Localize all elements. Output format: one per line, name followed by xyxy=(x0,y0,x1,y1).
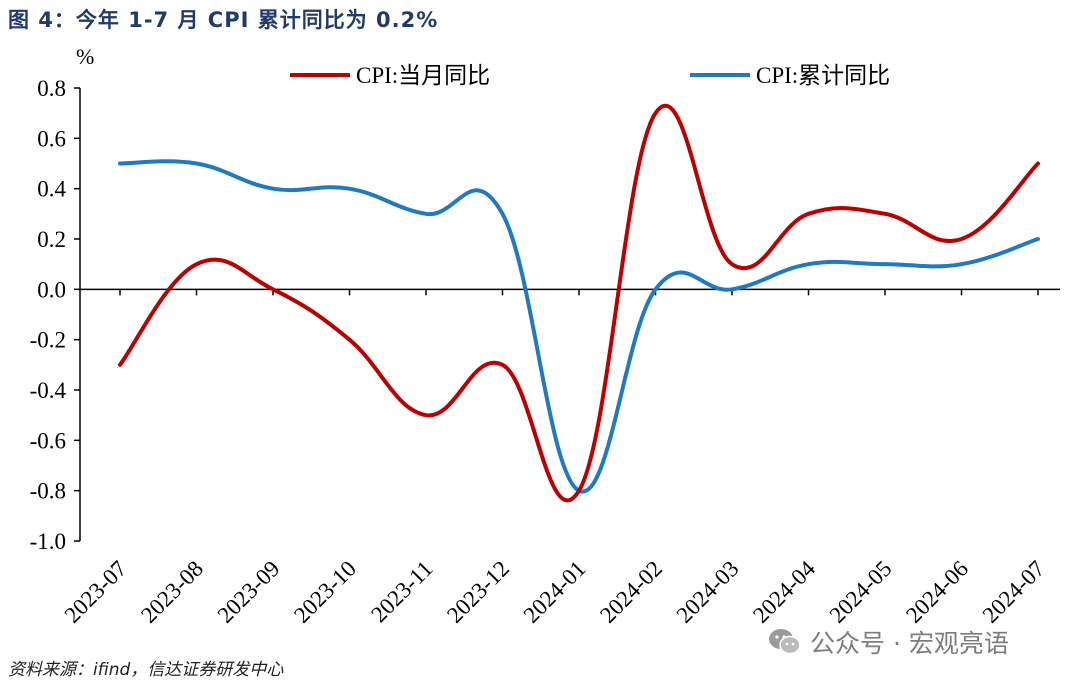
y-tick-label: -1.0 xyxy=(30,529,66,554)
y-tick-label: -0.4 xyxy=(30,378,67,403)
legend-label: CPI:当月同比 xyxy=(356,63,490,88)
series-lines xyxy=(118,103,1040,503)
x-tick-label: 2024-06 xyxy=(901,556,973,628)
x-tick-label: 2023-07 xyxy=(60,556,132,628)
y-tick-label: 0.2 xyxy=(37,227,66,252)
x-tick-label: 2023-09 xyxy=(213,556,285,628)
x-tick-label: 2023-08 xyxy=(136,556,208,628)
x-tick-label: 2023-12 xyxy=(442,556,514,628)
y-tick-label: 0.8 xyxy=(37,76,66,101)
watermark-text: 公众号 · 宏观亮语 xyxy=(810,629,1009,658)
x-tick-label: 2024-02 xyxy=(595,556,667,628)
x-tick-label: 2023-10 xyxy=(289,556,361,628)
x-tick-label: 2023-11 xyxy=(366,556,437,627)
x-tick-label: 2024-07 xyxy=(978,556,1050,628)
watermark: 公众号 · 宏观亮语 xyxy=(768,624,1009,660)
y-tick-label: -0.2 xyxy=(30,328,66,353)
y-tick-label: -0.6 xyxy=(30,428,66,453)
x-tick-label: 2024-01 xyxy=(519,556,591,628)
x-tick-label: 2024-04 xyxy=(748,556,820,628)
wechat-icon xyxy=(769,629,801,655)
axes: 0.8 0.6 0.4 0.2 0.0 -0.2 -0.4 -0.6 -0.8 -1.0% 2023… xyxy=(30,44,1060,628)
source-note: 资料来源：ifind，信达证券研发中心 xyxy=(8,660,284,680)
x-tick-label: 2024-03 xyxy=(672,556,744,628)
chart-title: 图 4：今年 1-7 月 CPI 累计同比为 0.2% xyxy=(8,8,439,32)
y-tick-label: 0.4 xyxy=(37,177,66,202)
y-unit-label: % xyxy=(76,44,94,69)
x-tick-label: 2024-05 xyxy=(825,556,897,628)
legend: CPI:当月同比 CPI:累计同比 xyxy=(290,63,890,88)
series-line-0 xyxy=(118,103,1040,503)
y-tick-label: 0.6 xyxy=(37,126,66,151)
series-line-1 xyxy=(118,159,1040,494)
legend-label: CPI:累计同比 xyxy=(756,63,890,88)
y-tick-label: -0.8 xyxy=(30,479,66,504)
y-tick-label: 0.0 xyxy=(37,277,66,302)
